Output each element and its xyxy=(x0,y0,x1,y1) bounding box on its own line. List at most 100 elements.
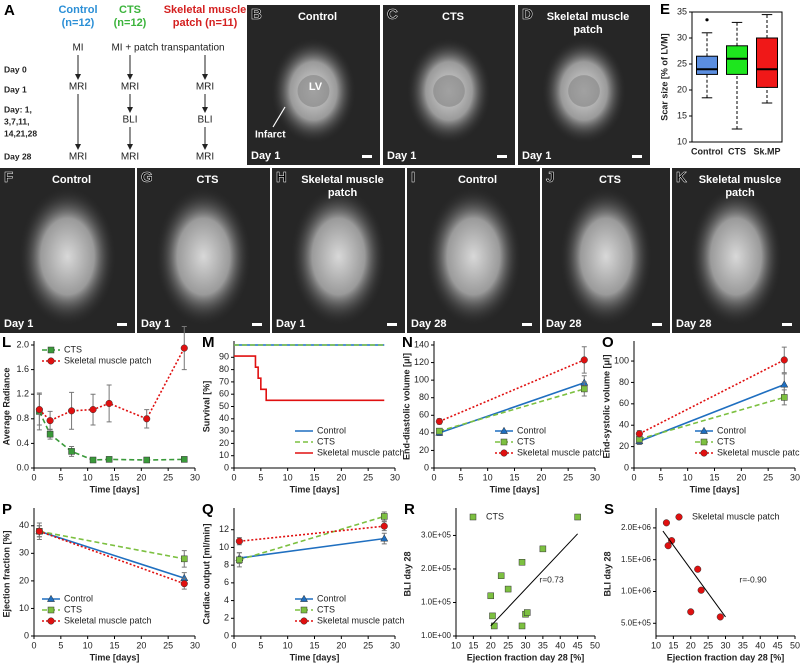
marker xyxy=(435,417,443,425)
x-tick-label: 20 xyxy=(686,640,696,650)
legend-label: Control xyxy=(64,593,93,603)
step-label: BLI xyxy=(197,115,212,126)
x-tick-label: 25 xyxy=(163,472,173,482)
step-label: MRI xyxy=(121,82,139,93)
group-header: patch (n=11) xyxy=(173,17,238,29)
y-tick-label: 20 xyxy=(619,441,629,451)
panel-letter: P xyxy=(2,501,12,518)
x-axis-label: Time [days] xyxy=(90,652,140,662)
y-tick-label: 0.0 xyxy=(16,462,29,472)
y-tick-label: 100 xyxy=(614,355,629,365)
y-tick-label: 2.0 xyxy=(16,339,29,349)
marker xyxy=(574,513,581,521)
marker xyxy=(105,399,113,407)
series-line xyxy=(38,411,185,461)
marker xyxy=(523,609,531,616)
x-axis-label: Ejection fraction day 28 [%] xyxy=(667,652,785,662)
day-label: Day 1 xyxy=(4,318,33,330)
y-tick-label: 20 xyxy=(677,84,687,94)
scale-bar xyxy=(652,323,662,326)
day-label: Day 1 xyxy=(141,318,170,330)
y-axis-label: Survival [%] xyxy=(201,381,211,433)
marker xyxy=(47,346,55,354)
image-title: CTS xyxy=(442,11,464,23)
marker xyxy=(518,559,526,566)
x-tick-label: 0 xyxy=(631,472,636,482)
row-label: Day 1 xyxy=(4,84,27,94)
x-axis-label: Time [days] xyxy=(690,484,740,494)
image-title: Control xyxy=(52,174,91,186)
legend-label: Skeletal muscle patch xyxy=(64,355,152,365)
y-tick-label: 0 xyxy=(624,462,629,472)
y-tick-label: 10 xyxy=(219,542,229,552)
y-tick-label: 1.5E+06 xyxy=(621,555,652,564)
panel-letter: L xyxy=(2,334,11,351)
x-axis-label: Ejection fraction day 28 [%] xyxy=(467,652,585,662)
x-tick-label: 45 xyxy=(573,640,583,650)
image-title: patch xyxy=(725,187,755,199)
series-line xyxy=(39,530,185,560)
marker xyxy=(499,426,509,434)
x-tick-label: Control xyxy=(691,146,723,156)
y-tick-label: 25 xyxy=(677,58,687,68)
marker xyxy=(143,415,151,423)
y-tick-label: 1.0E+06 xyxy=(621,587,652,596)
y-tick-label: 35 xyxy=(677,6,687,16)
y-axis-label: Cardiac output [ml/min] xyxy=(201,523,211,624)
y-tick-label: 80 xyxy=(219,364,229,374)
group-header: Skeletal muscle xyxy=(164,4,247,16)
trendline xyxy=(662,530,726,618)
marker xyxy=(635,430,643,438)
x-tick-label: 5 xyxy=(458,472,463,482)
y-axis-label: Scar size [% of LVM] xyxy=(659,33,669,120)
x-tick-label: 10 xyxy=(483,472,493,482)
y-tick-label: 40 xyxy=(219,413,229,423)
group-header: CTS xyxy=(119,4,141,16)
heart-shape xyxy=(18,187,117,326)
y-tick-label: 90 xyxy=(219,352,229,362)
x-tick-label: 20 xyxy=(136,640,146,650)
y-tick-label: 10 xyxy=(19,603,29,613)
x-tick-label: 0 xyxy=(431,472,436,482)
box xyxy=(756,37,778,88)
y-tick-label: 0.8 xyxy=(16,413,29,423)
x-tick-label: 15 xyxy=(309,640,319,650)
marker xyxy=(47,606,55,614)
x-tick-label: 20 xyxy=(136,472,146,482)
x-tick-label: 50 xyxy=(590,640,600,650)
x-tick-label: 30 xyxy=(790,472,800,482)
y-tick-label: 70 xyxy=(219,376,229,386)
legend-label: Control xyxy=(517,425,546,435)
image-title: Skeletal muscle xyxy=(301,174,384,186)
marker xyxy=(181,456,188,463)
heart-shape xyxy=(290,187,387,326)
x-tick-label: 5 xyxy=(658,472,663,482)
series-line xyxy=(239,537,385,559)
x-tick-label: 25 xyxy=(763,472,773,482)
x-tick-label: 30 xyxy=(390,472,400,482)
y-tick-label: 12 xyxy=(219,524,229,534)
annotation-arrow xyxy=(272,106,286,128)
panel-letter: N xyxy=(402,334,413,351)
scale-bar xyxy=(782,323,792,326)
marker xyxy=(716,613,724,621)
scale-bar xyxy=(522,323,532,326)
x-tick-label: CTS xyxy=(728,146,746,156)
row-label: Day 28 xyxy=(4,151,32,161)
marker xyxy=(47,357,55,365)
legend-label: CTS xyxy=(317,604,335,614)
marker xyxy=(780,380,789,388)
x-tick-label: 30 xyxy=(190,640,200,650)
y-axis-label: BLI day 28 xyxy=(602,551,612,596)
step-label: MRI xyxy=(69,82,87,93)
marker xyxy=(180,344,188,352)
y-axis-label: Average Radiance xyxy=(1,368,11,446)
x-tick-label: 0 xyxy=(31,640,36,650)
y-tick-label: 0 xyxy=(224,630,229,640)
x-axis-label: Time [days] xyxy=(90,484,140,494)
panel-letter: J xyxy=(546,169,554,186)
day-label: Day 28 xyxy=(676,318,711,330)
marker xyxy=(300,617,308,625)
heart-shape xyxy=(155,187,252,326)
series-line xyxy=(39,530,185,579)
